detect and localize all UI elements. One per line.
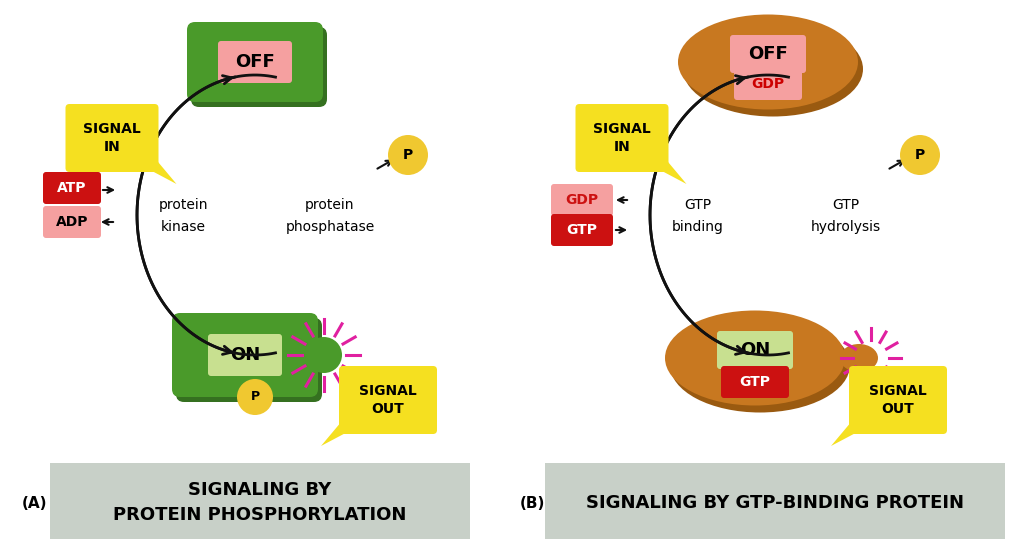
- Text: SIGNAL
OUT: SIGNAL OUT: [870, 385, 927, 415]
- Text: (A): (A): [23, 495, 47, 510]
- Text: P: P: [251, 391, 260, 403]
- FancyBboxPatch shape: [43, 206, 101, 238]
- Text: protein: protein: [159, 198, 208, 212]
- FancyBboxPatch shape: [172, 313, 318, 397]
- Text: GDP: GDP: [566, 193, 598, 207]
- Text: OFF: OFF: [748, 45, 788, 63]
- Circle shape: [237, 379, 273, 415]
- Text: binding: binding: [672, 220, 724, 234]
- FancyBboxPatch shape: [733, 68, 802, 100]
- FancyBboxPatch shape: [187, 22, 323, 102]
- Polygon shape: [142, 153, 177, 184]
- FancyBboxPatch shape: [551, 184, 613, 216]
- Text: GTP: GTP: [833, 198, 859, 212]
- Ellipse shape: [840, 344, 878, 372]
- FancyBboxPatch shape: [717, 331, 793, 369]
- FancyBboxPatch shape: [191, 27, 327, 107]
- Text: P: P: [915, 148, 925, 162]
- Text: (B): (B): [520, 495, 545, 510]
- FancyBboxPatch shape: [43, 172, 101, 204]
- FancyBboxPatch shape: [730, 35, 806, 73]
- Text: kinase: kinase: [161, 220, 206, 234]
- Circle shape: [900, 135, 940, 175]
- FancyBboxPatch shape: [50, 463, 470, 539]
- Circle shape: [306, 337, 342, 373]
- Polygon shape: [321, 415, 355, 446]
- Ellipse shape: [665, 311, 845, 406]
- FancyBboxPatch shape: [545, 463, 1005, 539]
- FancyBboxPatch shape: [208, 334, 282, 376]
- Text: ADP: ADP: [55, 215, 88, 229]
- Ellipse shape: [670, 317, 850, 413]
- FancyBboxPatch shape: [551, 214, 613, 246]
- Text: GDP: GDP: [752, 77, 785, 91]
- FancyBboxPatch shape: [65, 104, 159, 172]
- Text: SIGNAL
IN: SIGNAL IN: [83, 122, 141, 154]
- Ellipse shape: [683, 21, 863, 116]
- FancyBboxPatch shape: [176, 318, 322, 402]
- Text: ON: ON: [230, 346, 260, 364]
- Text: GTP: GTP: [684, 198, 712, 212]
- Text: ON: ON: [740, 341, 770, 359]
- Text: SIGNALING BY GTP-BINDING PROTEIN: SIGNALING BY GTP-BINDING PROTEIN: [586, 494, 964, 512]
- Text: GTP: GTP: [740, 375, 770, 389]
- Circle shape: [388, 135, 428, 175]
- FancyBboxPatch shape: [721, 366, 789, 398]
- Text: protein: protein: [305, 198, 355, 212]
- Text: SIGNAL
IN: SIGNAL IN: [593, 122, 651, 154]
- Text: OFF: OFF: [235, 53, 275, 71]
- Text: ATP: ATP: [57, 181, 87, 195]
- Text: P: P: [403, 148, 413, 162]
- Ellipse shape: [678, 14, 858, 110]
- Polygon shape: [831, 415, 865, 446]
- FancyBboxPatch shape: [218, 41, 292, 83]
- Text: SIGNALING BY: SIGNALING BY: [188, 481, 331, 499]
- Text: phosphatase: phosphatase: [285, 220, 374, 234]
- Text: PROTEIN PHOSPHORYLATION: PROTEIN PHOSPHORYLATION: [114, 506, 407, 524]
- Text: SIGNAL
OUT: SIGNAL OUT: [359, 385, 417, 415]
- Text: GTP: GTP: [567, 223, 597, 237]
- Polygon shape: [653, 153, 686, 184]
- FancyBboxPatch shape: [849, 366, 947, 434]
- Text: hydrolysis: hydrolysis: [811, 220, 881, 234]
- FancyBboxPatch shape: [339, 366, 437, 434]
- FancyBboxPatch shape: [576, 104, 668, 172]
